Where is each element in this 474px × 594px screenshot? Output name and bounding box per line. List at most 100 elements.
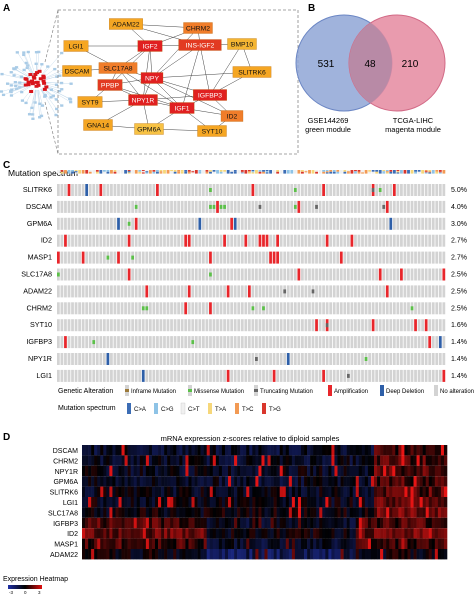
heatmap-cell [188,445,192,456]
oncoprint-cell [329,353,333,365]
heatmap-cell [118,455,122,466]
oncoprint-cell [279,217,283,230]
oncoprint-cell [290,319,294,332]
spectrum-cell [336,171,340,174]
oncoprint-cell [258,302,262,315]
heatmap-cell [237,486,241,497]
heatmap-cell [304,517,308,529]
oncoprint-cell [57,353,60,365]
oncoprint-cell [255,234,258,247]
heatmap-cell [343,507,347,518]
heatmap-cell [100,549,104,560]
heatmap-cell [392,455,396,466]
heatmap-cell [249,465,253,477]
oncoprint-cell [368,217,371,230]
oncoprint-cell [290,200,294,213]
heatmap-cell [413,476,417,487]
oncoprint-cell [60,319,64,332]
heatmap-cell [234,549,238,560]
heatmap-cell [261,538,265,549]
heatmap-cell [124,538,128,549]
oncoprint-cell [346,285,350,298]
oncoprint-cell [336,200,340,213]
oncoprint-cell [156,251,159,264]
spectrum-cell [346,171,350,173]
spectrum-cell [74,172,78,174]
heatmap-cell [279,507,284,518]
oncoprint-cell [371,200,375,213]
oncoprint-cell [357,217,361,230]
heatmap-cell [139,549,144,560]
oncoprint-cell [435,234,439,247]
heatmap-cell [395,497,399,508]
oncoprint-cell [138,353,142,365]
heatmap-cell [215,497,220,508]
heatmap-cell [313,445,317,456]
heatmap-cell [109,517,113,529]
oncoprint-cell [424,251,428,264]
heatmap-cell [401,486,405,497]
heatmap-cell [139,538,144,549]
oncoprint-cell [216,319,219,332]
heatmap-cell [440,507,445,518]
oncoprint-cell [424,353,428,365]
heatmap-cell [200,486,204,497]
oncoprint-cell [95,353,99,365]
oncoprint-cell [375,217,379,230]
oncoprint-cell [184,200,188,213]
percent-label: 3.0% [451,221,467,228]
oncoprint-cell [350,336,354,349]
heatmap-cell [91,445,95,456]
mini-core-node [44,85,49,89]
heatmap-cell [310,465,314,477]
venn-left-count: 531 [318,59,335,70]
heatmap-cell [100,507,104,518]
oncoprint-cell [233,336,237,349]
oncoprint-cell [269,336,272,349]
oncoprint-cell [290,268,294,281]
oncoprint-cell [350,285,354,298]
heatmap-cell [307,465,311,477]
heatmap-cell [194,465,198,477]
oncoprint-cell [392,369,396,382]
oncoprint-cell [99,217,103,230]
node-adam22 [109,18,143,30]
heatmap-cell [401,528,405,539]
oncoprint-cell [286,302,290,315]
oncoprint-cell [124,217,127,230]
oncoprint-cell [173,184,177,196]
heatmap-cell [200,549,204,560]
mini-node [20,90,24,94]
heatmap-cell [416,486,420,497]
oncoprint-cell [99,268,103,281]
heatmap-cell [383,507,387,518]
heatmap-cell [173,507,177,518]
oncoprint-cell [255,217,258,230]
oncoprint-cell [318,353,322,365]
oncoprint-cell [308,217,311,230]
oncoprint-cell [173,200,177,213]
oncoprint-cell [110,184,113,196]
heatmap-cell [355,528,360,539]
heatmap-cell [97,538,101,549]
heatmap-cell [155,445,159,456]
oncoprint-cell [92,217,96,230]
oncoprint-cell [244,302,248,315]
heatmap-cell [115,528,119,539]
mini-node [24,61,28,65]
heatmap-cell [179,549,183,560]
heatmap-cell [267,538,271,549]
oncoprint-cell [216,302,219,315]
heatmap-cell [273,486,277,497]
heatmap-cell [440,476,445,487]
oncoprint-cell [99,184,103,196]
heatmap-cell [130,465,135,477]
oncoprint-cell [385,217,389,230]
oncoprint-cell [293,319,297,332]
oncoprint-cell [343,353,347,365]
oncoprint-cell [102,184,106,196]
oncoprint-cell [336,336,340,349]
missense-mark [141,306,145,311]
oncoprint-cell [240,353,244,365]
heatmap-cell [431,538,436,549]
